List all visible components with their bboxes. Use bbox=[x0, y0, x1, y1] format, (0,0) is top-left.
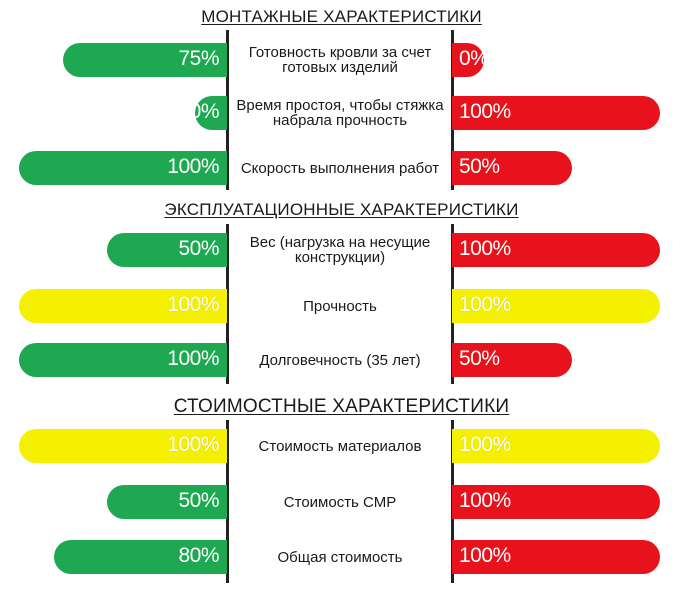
right-value-label: 100% bbox=[459, 544, 511, 567]
row-label: Время простоя, чтобы стяжка набрала проч… bbox=[236, 97, 444, 129]
right-value-label: 100% bbox=[459, 293, 511, 316]
left-bar bbox=[19, 289, 227, 323]
right-value-label: 100% bbox=[459, 489, 511, 512]
section-title-installation: МОНТАЖНЫЕ ХАРАКТЕРИСТИКИ bbox=[201, 7, 482, 26]
left-value-label: 100% bbox=[167, 293, 219, 316]
left-value-label: 50% bbox=[178, 489, 219, 512]
row-label: Скорость выполнения работ bbox=[240, 159, 440, 177]
row-label: Долговечность (35 лет) bbox=[259, 351, 421, 369]
left-divider-line bbox=[226, 30, 229, 190]
right-bar bbox=[452, 151, 572, 185]
left-value-label: 50% bbox=[178, 237, 219, 260]
left-value-label: 100% bbox=[167, 155, 219, 178]
right-bar bbox=[452, 43, 484, 77]
right-bar bbox=[452, 343, 572, 377]
left-bar bbox=[107, 485, 227, 519]
right-bar bbox=[452, 429, 660, 463]
left-bar bbox=[195, 96, 227, 130]
right-value-label: 100% bbox=[459, 433, 511, 456]
left-value-label: 100% bbox=[167, 347, 219, 370]
left-divider-line bbox=[226, 224, 229, 384]
section-title-cost: СТОИМОСТНЫЕ ХАРАКТЕРИСТИКИ bbox=[173, 396, 510, 417]
row-label: Прочность bbox=[303, 297, 377, 315]
right-value-label: 100% bbox=[459, 100, 511, 123]
row-label: Стоимость материалов bbox=[258, 437, 422, 455]
left-bar bbox=[54, 540, 227, 574]
left-bar bbox=[19, 343, 227, 377]
row-label: Готовность кровли за счет готовых издели… bbox=[248, 44, 432, 76]
right-bar bbox=[452, 233, 660, 267]
left-value-label: 75% bbox=[178, 47, 219, 70]
left-value-label: 0% bbox=[189, 100, 220, 123]
left-divider-line bbox=[226, 420, 229, 583]
row-label: Общая стоимость bbox=[277, 548, 403, 566]
left-bar bbox=[107, 233, 227, 267]
right-bar bbox=[452, 540, 660, 574]
row-label: Вес (нагрузка на несущие конструкции) bbox=[249, 234, 431, 266]
left-bar bbox=[19, 429, 227, 463]
right-value-label: 50% bbox=[459, 155, 500, 178]
row-label: Стоимость СМР bbox=[283, 493, 397, 511]
section-title-operational: ЭКСПЛУАТАЦИОННЫЕ ХАРАКТЕРИСТИКИ bbox=[164, 200, 519, 219]
right-bar bbox=[452, 485, 660, 519]
right-value-label: 0% bbox=[459, 47, 489, 70]
right-value-label: 100% bbox=[459, 237, 511, 260]
right-bar bbox=[452, 289, 660, 323]
right-bar bbox=[452, 96, 660, 130]
right-value-label: 50% bbox=[459, 347, 500, 370]
left-value-label: 80% bbox=[178, 544, 219, 567]
left-value-label: 100% bbox=[167, 433, 219, 456]
left-bar bbox=[63, 43, 227, 77]
left-bar bbox=[19, 151, 227, 185]
